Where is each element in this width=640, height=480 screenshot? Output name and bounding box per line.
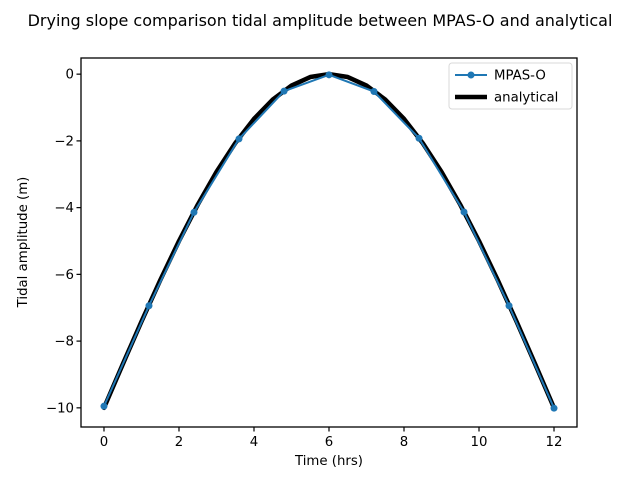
x-tick-label: 12 bbox=[546, 435, 563, 450]
legend-sample-mpas-o-marker-icon bbox=[467, 71, 475, 79]
y-tick-label: −8 bbox=[54, 335, 74, 350]
x-tick-label: 8 bbox=[400, 435, 408, 450]
series-mpas-o-marker bbox=[325, 71, 333, 79]
series-analytical-line bbox=[101, 71, 557, 411]
legend: MPAS-O analytical bbox=[448, 62, 573, 110]
series-mpas-o-marker bbox=[235, 135, 243, 143]
y-tick-label: −10 bbox=[46, 401, 74, 416]
series-mpas-o-marker bbox=[100, 402, 108, 410]
series-mpas-o-line bbox=[102, 73, 556, 410]
legend-label-analytical: analytical bbox=[494, 91, 558, 106]
axis-ticks: 0 2 4 6 8 10 12 0 −2 −4 −6 −8 −10 bbox=[46, 68, 563, 450]
x-tick-label: 4 bbox=[250, 435, 258, 450]
series-mpas-o-marker bbox=[190, 208, 198, 216]
y-axis-label: Tidal amplitude (m) bbox=[16, 177, 31, 309]
y-tick-label: −6 bbox=[54, 268, 74, 283]
chart-title: Drying slope comparison tidal amplitude … bbox=[28, 11, 613, 30]
legend-label-mpas-o: MPAS-O bbox=[494, 69, 546, 84]
y-tick-label: 0 bbox=[66, 68, 74, 83]
series-mpas-o-marker bbox=[415, 134, 423, 142]
series-mpas-o-marker bbox=[280, 87, 288, 95]
series-group bbox=[100, 71, 558, 412]
series-mpas-o-marker bbox=[505, 302, 513, 310]
y-tick-label: −4 bbox=[54, 201, 74, 216]
x-tick-label: 2 bbox=[175, 435, 183, 450]
x-axis-label: Time (hrs) bbox=[294, 454, 363, 469]
y-tick-label: −2 bbox=[54, 134, 74, 149]
series-mpas-o-marker bbox=[370, 88, 378, 95]
series-mpas-o-marker bbox=[550, 404, 558, 412]
x-tick-label: 10 bbox=[471, 435, 488, 450]
x-tick-label: 6 bbox=[325, 435, 333, 450]
plot-area bbox=[80, 57, 578, 428]
series-mpas-o-marker bbox=[460, 208, 468, 216]
series-mpas-o-marker bbox=[145, 302, 153, 310]
x-tick-label: 0 bbox=[100, 435, 108, 450]
